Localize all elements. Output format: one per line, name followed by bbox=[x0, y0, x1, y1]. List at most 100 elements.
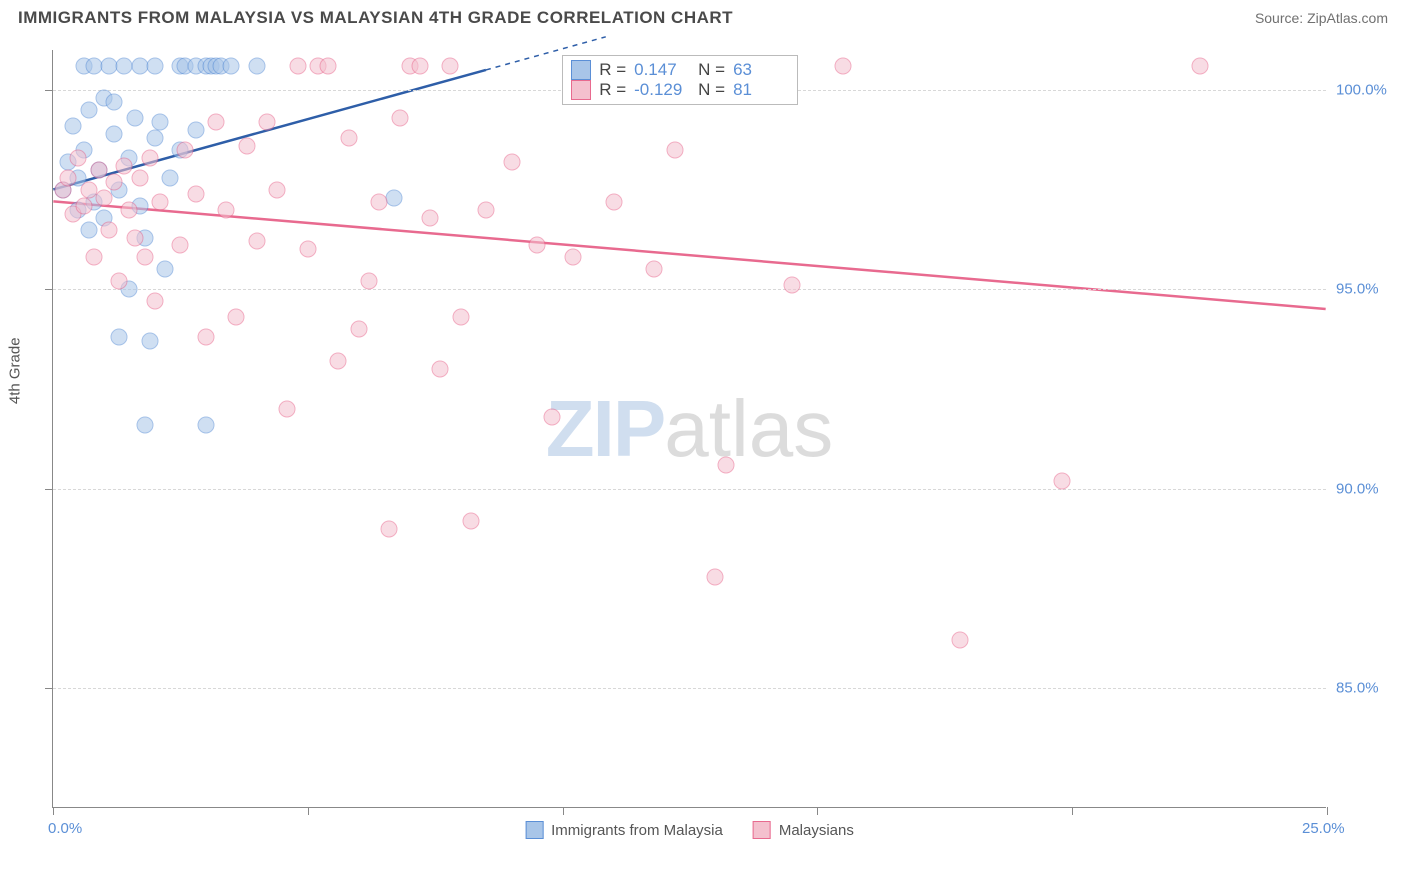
y-axis-label: 95.0% bbox=[1336, 281, 1396, 298]
scatter-point-malaysians bbox=[360, 273, 377, 290]
scatter-point-malaysians bbox=[432, 361, 449, 378]
scatter-point-immigrants bbox=[187, 121, 204, 138]
scatter-point-immigrants bbox=[223, 57, 240, 74]
scatter-point-immigrants bbox=[111, 329, 128, 346]
x-axis-label: 0.0% bbox=[48, 820, 82, 837]
x-tick bbox=[53, 807, 54, 815]
scatter-point-malaysians bbox=[70, 149, 87, 166]
chart-title: IMMIGRANTS FROM MALAYSIA VS MALAYSIAN 4T… bbox=[18, 8, 733, 28]
scatter-point-malaysians bbox=[141, 149, 158, 166]
scatter-point-malaysians bbox=[248, 233, 265, 250]
scatter-point-malaysians bbox=[146, 293, 163, 310]
scatter-point-malaysians bbox=[208, 113, 225, 130]
scatter-point-immigrants bbox=[162, 169, 179, 186]
scatter-point-immigrants bbox=[106, 93, 123, 110]
scatter-point-malaysians bbox=[228, 309, 245, 326]
legend-label: Malaysians bbox=[779, 822, 854, 839]
scatter-point-immigrants bbox=[106, 125, 123, 142]
scatter-point-malaysians bbox=[101, 221, 118, 238]
trendline-malaysians bbox=[53, 201, 1325, 309]
scatter-point-malaysians bbox=[442, 57, 459, 74]
scatter-point-malaysians bbox=[116, 157, 133, 174]
gridline-h bbox=[53, 489, 1326, 490]
scatter-point-immigrants bbox=[157, 261, 174, 278]
scatter-point-malaysians bbox=[666, 141, 683, 158]
y-tick bbox=[45, 489, 53, 490]
scatter-point-malaysians bbox=[529, 237, 546, 254]
scatter-point-malaysians bbox=[136, 249, 153, 266]
y-axis-label: 85.0% bbox=[1336, 680, 1396, 697]
y-tick bbox=[45, 90, 53, 91]
scatter-point-malaysians bbox=[126, 229, 143, 246]
scatter-point-malaysians bbox=[717, 456, 734, 473]
scatter-point-malaysians bbox=[269, 181, 286, 198]
scatter-point-malaysians bbox=[279, 401, 296, 418]
stats-legend-row-malaysians: R =-0.129N =81 bbox=[571, 80, 789, 100]
scatter-point-malaysians bbox=[544, 409, 561, 426]
y-axis-title: 4th Grade bbox=[7, 337, 24, 404]
scatter-point-immigrants bbox=[65, 117, 82, 134]
scatter-point-malaysians bbox=[478, 201, 495, 218]
scatter-point-immigrants bbox=[146, 129, 163, 146]
r-value: -0.129 bbox=[634, 80, 690, 100]
scatter-point-malaysians bbox=[422, 209, 439, 226]
scatter-chart: ZIPatlas 85.0%90.0%95.0%100.0%0.0%25.0%R… bbox=[52, 50, 1326, 808]
scatter-point-immigrants bbox=[126, 109, 143, 126]
stats-legend-row-immigrants: R =0.147N =63 bbox=[571, 60, 789, 80]
gridline-h bbox=[53, 688, 1326, 689]
y-tick bbox=[45, 688, 53, 689]
scatter-point-immigrants bbox=[136, 417, 153, 434]
scatter-point-malaysians bbox=[111, 273, 128, 290]
scatter-point-malaysians bbox=[177, 141, 194, 158]
scatter-point-malaysians bbox=[172, 237, 189, 254]
legend-item: Immigrants from Malaysia bbox=[525, 821, 723, 839]
scatter-point-malaysians bbox=[90, 161, 107, 178]
scatter-point-malaysians bbox=[834, 57, 851, 74]
x-tick bbox=[308, 807, 309, 815]
r-label: R = bbox=[599, 60, 626, 80]
x-axis-label: 25.0% bbox=[1302, 820, 1345, 837]
scatter-point-immigrants bbox=[386, 189, 403, 206]
legend-label: Immigrants from Malaysia bbox=[551, 822, 723, 839]
n-label: N = bbox=[698, 60, 725, 80]
scatter-point-malaysians bbox=[299, 241, 316, 258]
legend-swatch bbox=[525, 821, 543, 839]
scatter-point-malaysians bbox=[707, 568, 724, 585]
n-value: 63 bbox=[733, 60, 789, 80]
scatter-point-malaysians bbox=[218, 201, 235, 218]
scatter-point-malaysians bbox=[106, 173, 123, 190]
scatter-point-malaysians bbox=[462, 512, 479, 529]
scatter-point-malaysians bbox=[238, 137, 255, 154]
stats-legend: R =0.147N =63R =-0.129N =81 bbox=[562, 55, 798, 105]
scatter-point-malaysians bbox=[564, 249, 581, 266]
scatter-point-malaysians bbox=[121, 201, 138, 218]
y-tick bbox=[45, 289, 53, 290]
n-label: N = bbox=[698, 80, 725, 100]
x-tick bbox=[563, 807, 564, 815]
scatter-point-malaysians bbox=[1054, 472, 1071, 489]
scatter-point-malaysians bbox=[381, 520, 398, 537]
scatter-point-malaysians bbox=[152, 193, 169, 210]
x-tick bbox=[1072, 807, 1073, 815]
scatter-point-immigrants bbox=[248, 57, 265, 74]
trend-lines bbox=[53, 50, 1326, 807]
scatter-point-malaysians bbox=[646, 261, 663, 278]
scatter-point-malaysians bbox=[340, 129, 357, 146]
scatter-point-malaysians bbox=[411, 57, 428, 74]
scatter-point-malaysians bbox=[605, 193, 622, 210]
scatter-point-malaysians bbox=[391, 109, 408, 126]
chart-source: Source: ZipAtlas.com bbox=[1255, 10, 1388, 26]
scatter-point-malaysians bbox=[289, 57, 306, 74]
gridline-h bbox=[53, 289, 1326, 290]
scatter-point-malaysians bbox=[452, 309, 469, 326]
r-label: R = bbox=[599, 80, 626, 100]
scatter-point-immigrants bbox=[141, 333, 158, 350]
scatter-point-malaysians bbox=[131, 169, 148, 186]
scatter-point-malaysians bbox=[60, 169, 77, 186]
scatter-point-malaysians bbox=[330, 353, 347, 370]
scatter-point-immigrants bbox=[80, 221, 97, 238]
scatter-point-malaysians bbox=[350, 321, 367, 338]
scatter-point-malaysians bbox=[95, 189, 112, 206]
y-axis-label: 100.0% bbox=[1336, 81, 1396, 98]
scatter-point-malaysians bbox=[85, 249, 102, 266]
